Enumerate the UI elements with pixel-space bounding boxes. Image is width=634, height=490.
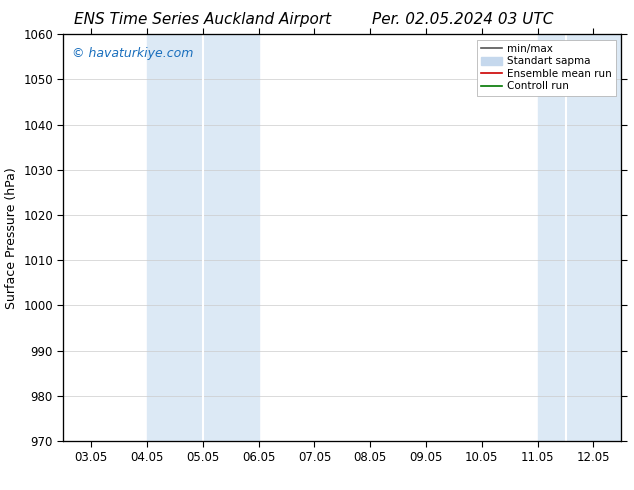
Y-axis label: Surface Pressure (hPa): Surface Pressure (hPa): [4, 167, 18, 309]
Text: © havaturkiye.com: © havaturkiye.com: [72, 47, 193, 59]
Text: Per. 02.05.2024 03 UTC: Per. 02.05.2024 03 UTC: [372, 12, 553, 27]
Bar: [147, 34, 259, 441]
Text: ENS Time Series Auckland Airport: ENS Time Series Auckland Airport: [74, 12, 332, 27]
Legend: min/max, Standart sapma, Ensemble mean run, Controll run: min/max, Standart sapma, Ensemble mean r…: [477, 40, 616, 96]
Bar: [538, 34, 621, 441]
